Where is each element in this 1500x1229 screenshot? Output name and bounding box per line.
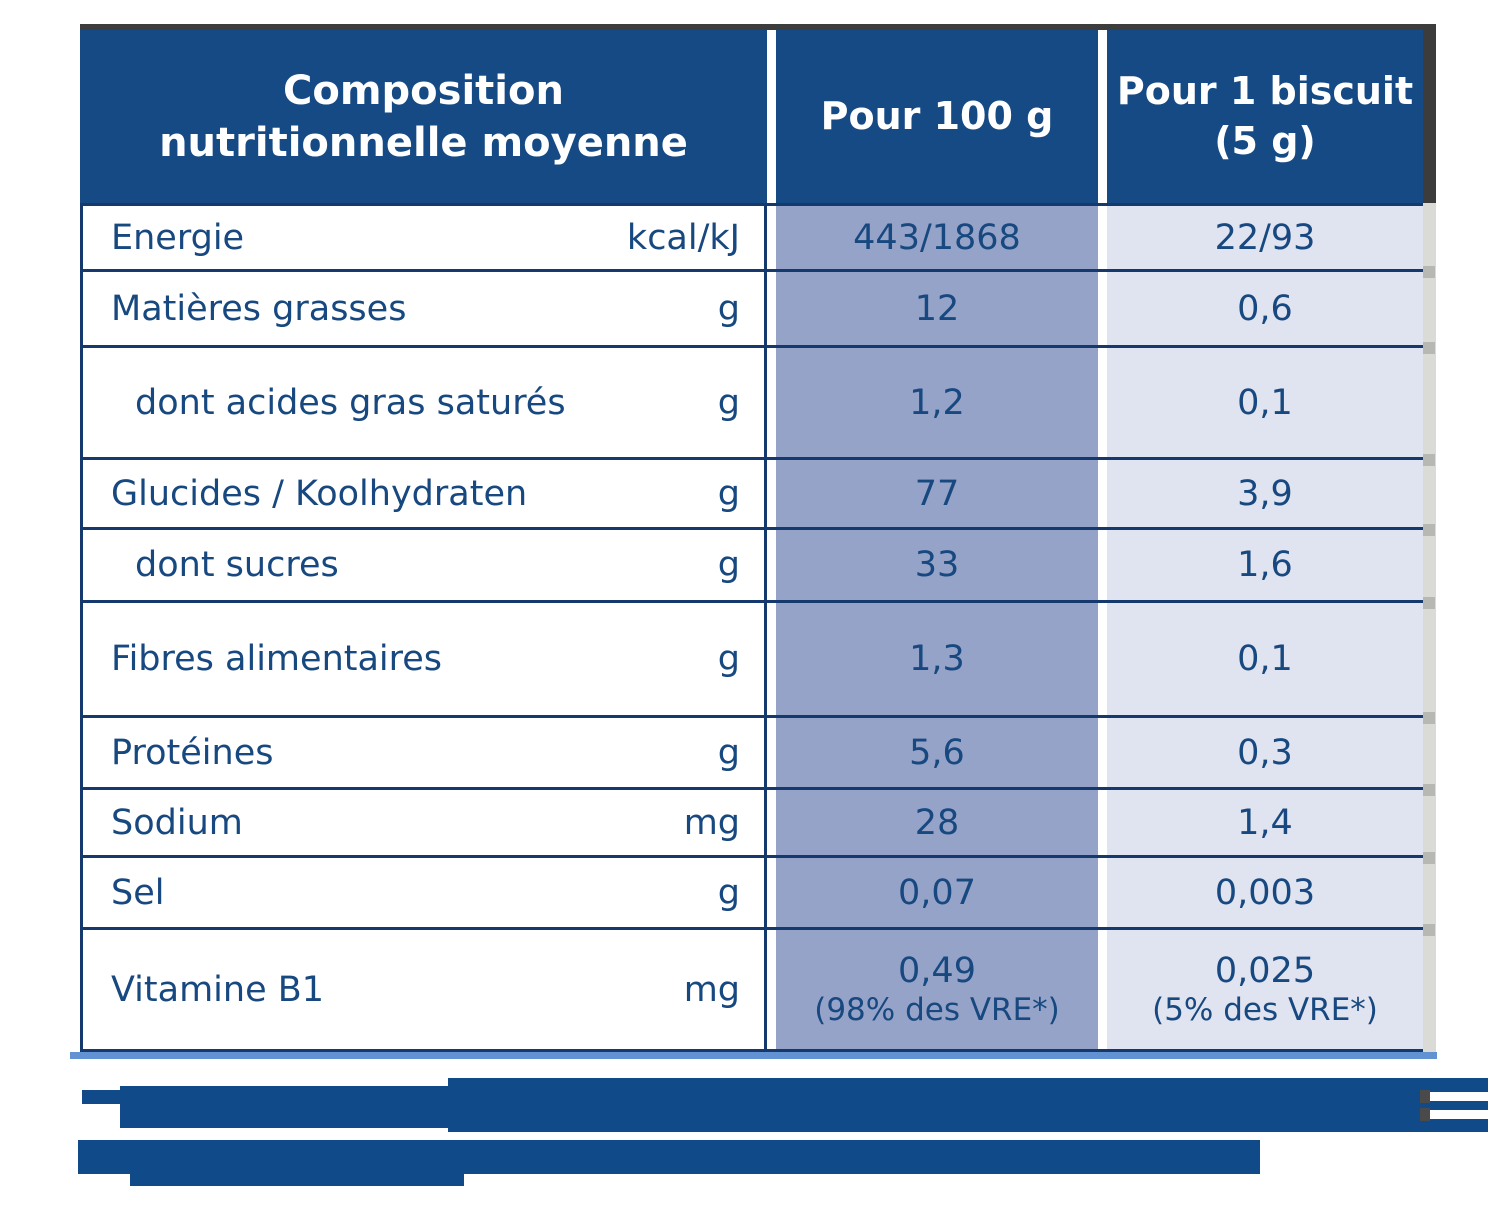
table-right-shadow-light [1423, 203, 1436, 1059]
row-label: Sel [111, 872, 165, 913]
row-label: Energie [111, 217, 245, 258]
table-row-glucides: Glucides / Koolhydraten g 77 3,9 [80, 460, 1423, 530]
row-label: Glucides / Koolhydraten [111, 473, 528, 514]
table-row-matieres-grasses: Matières grasses g 12 0,6 [80, 272, 1423, 348]
header-composition: Composition nutritionnelle moyenne [80, 30, 767, 203]
row-label-cell: Vitamine B1 mg [80, 930, 767, 1049]
value-per-biscuit: 1,4 [1107, 790, 1423, 855]
row-label: dont acides gras saturés [135, 382, 566, 423]
row-label: dont sucres [135, 545, 339, 585]
value-main: 0,025 [1214, 950, 1316, 991]
row-label: Vitamine B1 [111, 969, 325, 1010]
value-per-100g: 1,2 [776, 348, 1098, 457]
value-per-biscuit: 1,6 [1107, 530, 1423, 600]
row-label: Matières grasses [111, 288, 407, 329]
table-row-sodium: Sodium mg 28 1,4 [80, 790, 1423, 858]
row-label-cell: Energie kcal/kJ [80, 206, 767, 269]
value-per-100g: 28 [776, 790, 1098, 855]
value-per-100g: 443/1868 [776, 206, 1098, 269]
row-unit: g [717, 473, 740, 514]
table-header-row: Composition nutritionnelle moyenne Pour … [80, 30, 1423, 203]
row-unit: g [717, 288, 740, 329]
value-per-biscuit: 0,6 [1107, 272, 1423, 345]
row-label-cell: Matières grasses g [80, 272, 767, 345]
footnote-redacted-bar [120, 1086, 450, 1128]
value-main: 0,49 [898, 950, 976, 991]
value-per-100g: 0,07 [776, 858, 1098, 927]
row-label: Fibres alimentaires [111, 639, 443, 679]
footnote-artifact [1430, 1092, 1488, 1101]
shadow-nub [1423, 524, 1435, 536]
shadow-nub [1423, 852, 1435, 864]
value-per-biscuit: 0,1 [1107, 348, 1423, 457]
row-unit: g [717, 382, 740, 423]
value-per-biscuit: 22/93 [1107, 206, 1423, 269]
row-label-cell: Fibres alimentaires g [80, 603, 767, 715]
table-row-energie: Energie kcal/kJ 443/1868 22/93 [80, 203, 1423, 272]
value-per-100g: 33 [776, 530, 1098, 600]
nutrition-table: Composition nutritionnelle moyenne Pour … [80, 30, 1423, 1052]
value-per-biscuit: 0,1 [1107, 603, 1423, 715]
table-top-shadow [80, 24, 1436, 30]
row-label: Sodium [111, 802, 243, 843]
table-row-acides-gras-satures: dont acides gras saturés g 1,2 0,1 [80, 348, 1423, 460]
table-bottom-accent [70, 1052, 1437, 1059]
shadow-nub [1423, 784, 1435, 796]
header-per-biscuit: Pour 1 biscuit (5 g) [1107, 30, 1423, 203]
row-unit: kcal/kJ [626, 217, 740, 258]
shadow-nub [1423, 266, 1435, 278]
footnote-artifact [1430, 1110, 1488, 1119]
row-unit: g [717, 732, 740, 773]
table-row-proteines: Protéines g 5,6 0,3 [80, 718, 1423, 790]
footnote-redacted-bar [78, 1140, 1260, 1174]
shadow-nub [1423, 454, 1435, 466]
value-vre-note: (5% des VRE*) [1152, 991, 1378, 1028]
row-unit: mg [683, 969, 740, 1010]
footnote-redacted-bar [82, 1090, 120, 1104]
value-per-biscuit: 0,025 (5% des VRE*) [1107, 930, 1423, 1049]
table-row-fibres: Fibres alimentaires g 1,3 0,1 [80, 603, 1423, 718]
shadow-nub [1423, 712, 1435, 724]
row-label-cell: dont sucres g [80, 530, 767, 600]
row-unit: g [717, 872, 740, 913]
footnote-artifact [1420, 1090, 1430, 1103]
table-row-vitamine-b1: Vitamine B1 mg 0,49 (98% des VRE*) 0,025… [80, 930, 1423, 1052]
value-per-100g: 1,3 [776, 603, 1098, 715]
header-per-biscuit-line1: Pour 1 biscuit [1116, 69, 1414, 114]
row-label-cell: Glucides / Koolhydraten g [80, 460, 767, 527]
table-right-shadow-dark [1423, 24, 1436, 203]
footnote-artifact [1420, 1108, 1430, 1121]
row-label: Protéines [111, 732, 274, 773]
header-per-100g: Pour 100 g [776, 30, 1098, 203]
value-per-100g: 0,49 (98% des VRE*) [776, 930, 1098, 1049]
value-per-biscuit: 0,003 [1107, 858, 1423, 927]
table-row-sel: Sel g 0,07 0,003 [80, 858, 1423, 930]
value-per-biscuit: 0,3 [1107, 718, 1423, 787]
row-label-cell: Protéines g [80, 718, 767, 787]
row-label-cell: dont acides gras saturés g [80, 348, 767, 457]
row-unit: g [717, 545, 740, 585]
table-row-dont-sucres: dont sucres g 33 1,6 [80, 530, 1423, 603]
value-per-100g: 5,6 [776, 718, 1098, 787]
row-label-cell: Sel g [80, 858, 767, 927]
value-per-100g: 12 [776, 272, 1098, 345]
value-per-biscuit: 3,9 [1107, 460, 1423, 527]
header-per-biscuit-line2: (5 g) [1214, 118, 1316, 163]
value-vre-note: (98% des VRE*) [814, 991, 1060, 1028]
value-per-100g: 77 [776, 460, 1098, 527]
row-unit: mg [683, 802, 740, 843]
footnote-redacted-bar [130, 1174, 464, 1186]
row-unit: g [717, 639, 740, 679]
row-label-cell: Sodium mg [80, 790, 767, 855]
shadow-nub [1423, 342, 1435, 354]
footnote-redacted-bar [448, 1078, 1488, 1132]
shadow-nub [1423, 597, 1435, 609]
shadow-nub [1423, 924, 1435, 936]
